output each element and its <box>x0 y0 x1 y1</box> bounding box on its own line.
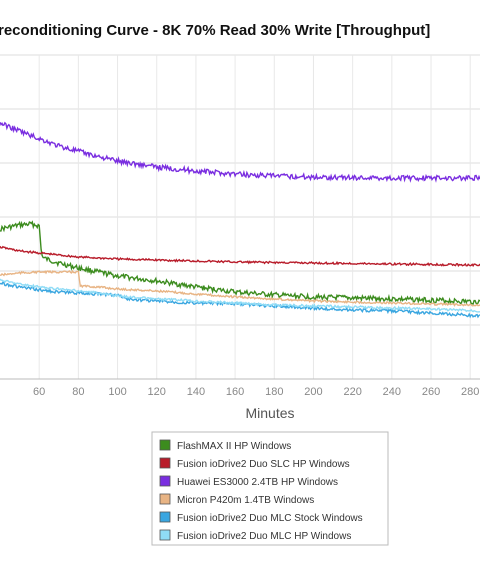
legend-swatch <box>159 439 171 451</box>
x-tick-label: 60 <box>33 386 45 398</box>
series-line-fusion-iodrive2-duo-mlc-hp-windows <box>0 278 480 313</box>
legend-label: Micron P420m 1.4TB Windows <box>177 495 314 506</box>
legend-swatch <box>159 529 171 541</box>
legend-swatch <box>159 493 171 505</box>
grid <box>0 54 480 380</box>
x-tick-label: 220 <box>343 386 361 398</box>
legend-box <box>151 431 389 546</box>
series-lines <box>0 121 480 319</box>
x-tick-label: 140 <box>187 386 205 398</box>
x-tick-label: 120 <box>148 386 166 398</box>
series-line-micron-p420m-1-4tb-windows <box>0 269 480 307</box>
x-axis-ticks: 60 80 100 120 140 160 180 200 220 240 260 280 <box>33 386 479 398</box>
x-tick-label: 100 <box>108 386 126 398</box>
x-tick-label: 200 <box>304 386 322 398</box>
legend-swatch <box>159 511 171 523</box>
x-tick-label: 280 <box>461 386 479 398</box>
legend: FlashMAX II HP Windows Fusion ioDrive2 Du… <box>151 431 389 546</box>
x-tick-label: 80 <box>72 386 84 398</box>
legend-label: FlashMAX II HP Windows <box>177 441 291 452</box>
x-axis-title: Minutes <box>245 405 294 421</box>
legend-swatch <box>159 475 171 487</box>
legend-label: Fusion ioDrive2 Duo SLC HP Windows <box>177 459 350 470</box>
legend-label: Fusion ioDrive2 Duo MLC HP Windows <box>177 531 351 542</box>
series-line-flashmax-ii-hp-windows <box>0 220 480 306</box>
x-tick-label: 240 <box>383 386 401 398</box>
series-line-huawei-es3000-2-4tb-hp-windows <box>0 121 480 183</box>
chart-title: Preconditioning Curve - 8K 70% Read 30% … <box>0 22 430 39</box>
x-tick-label: 180 <box>265 386 283 398</box>
legend-swatch <box>159 457 171 469</box>
x-tick-label: 260 <box>422 386 440 398</box>
series-line-fusion-iodrive2-duo-slc-hp-windows <box>0 245 480 268</box>
legend-label: Fusion ioDrive2 Duo MLC Stock Windows <box>177 513 363 524</box>
series-line-fusion-iodrive2-duo-mlc-stock-windows <box>0 281 480 319</box>
legend-label: Huawei ES3000 2.4TB HP Windows <box>177 477 338 488</box>
x-tick-label: 160 <box>226 386 244 398</box>
